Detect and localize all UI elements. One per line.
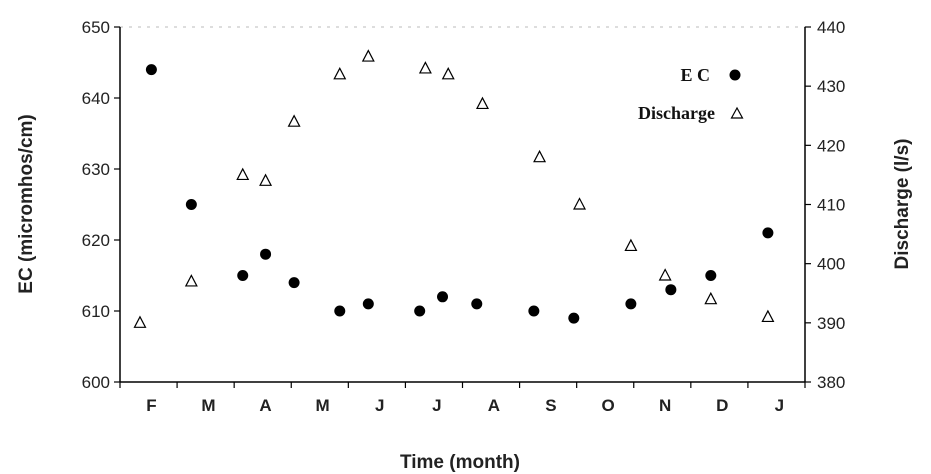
- left-tick-label: 630: [82, 160, 110, 179]
- discharge-point: [441, 67, 455, 80]
- discharge-point: [624, 238, 638, 252]
- ec-point: [145, 64, 157, 76]
- ec-point: [705, 270, 717, 281]
- discharge-point: [475, 96, 489, 110]
- discharge-point: [761, 309, 775, 323]
- ec-point: [414, 305, 426, 317]
- ec-point: [288, 277, 300, 289]
- ec-point: [185, 199, 197, 210]
- legend-label-ec: E C: [680, 65, 710, 85]
- left-axis-ticks: 600 610 620 630 640 650: [82, 18, 120, 392]
- right-tick-label: 410: [817, 196, 845, 215]
- ec-point: [260, 248, 272, 260]
- ec-point: [362, 298, 374, 310]
- discharge-point: [361, 49, 375, 62]
- ec-point: [471, 298, 483, 310]
- right-tick-label: 400: [817, 255, 845, 274]
- discharge-point: [418, 61, 432, 74]
- right-tick-label: 380: [817, 373, 845, 392]
- right-axis-ticks: 380 390 400 410 420 430 440: [805, 18, 845, 392]
- ec-point: [334, 305, 346, 317]
- x-tick-label: J: [775, 396, 784, 415]
- discharge-point: [287, 114, 301, 127]
- right-tick-label: 390: [817, 314, 845, 333]
- left-tick-label: 610: [82, 302, 110, 321]
- legend-label-discharge: Discharge: [638, 103, 715, 123]
- left-tick-label: 640: [82, 89, 110, 108]
- ec-point: [665, 284, 677, 296]
- discharge-point: [658, 268, 672, 281]
- discharge-point: [573, 197, 587, 210]
- ec-series: [145, 64, 774, 324]
- x-tick-label: A: [488, 396, 500, 415]
- ec-point: [568, 312, 580, 324]
- x-tick-label: A: [259, 396, 271, 415]
- discharge-point: [704, 291, 718, 305]
- discharge-point: [533, 149, 547, 163]
- y-axis-title: EC (micromhos/cm): [16, 114, 37, 293]
- ec-point: [625, 298, 637, 310]
- legend-marker-ec: [729, 69, 741, 81]
- discharge-point: [333, 67, 347, 80]
- ec-point: [237, 270, 249, 281]
- left-tick-label: 620: [82, 231, 110, 250]
- legend-marker-discharge: [730, 106, 744, 119]
- x-axis-title: Time (month): [400, 452, 520, 473]
- discharge-point: [259, 173, 273, 186]
- y2-axis-title: Discharge (l/s): [892, 139, 913, 270]
- ec-point: [528, 305, 540, 317]
- x-tick-label: J: [432, 396, 441, 415]
- discharge-point: [236, 167, 250, 181]
- right-tick-label: 430: [817, 77, 845, 96]
- x-tick-label: N: [659, 396, 671, 415]
- discharge-series: [133, 49, 775, 328]
- left-tick-label: 650: [82, 18, 110, 37]
- x-tick-label: O: [601, 396, 614, 415]
- legend: E C Discharge: [638, 65, 744, 123]
- x-tick-label: D: [716, 396, 728, 415]
- right-tick-label: 420: [817, 136, 845, 155]
- x-tick-label: M: [316, 396, 330, 415]
- right-tick-label: 440: [817, 18, 845, 37]
- discharge-point: [133, 315, 147, 328]
- discharge-point: [184, 274, 198, 287]
- x-tick-label: S: [545, 396, 556, 415]
- x-tick-label: F: [146, 396, 156, 415]
- x-tick-label: M: [201, 396, 215, 415]
- left-tick-label: 600: [82, 373, 110, 392]
- ec-point: [437, 291, 449, 303]
- x-tick-label: J: [375, 396, 384, 415]
- ec-point: [762, 227, 774, 239]
